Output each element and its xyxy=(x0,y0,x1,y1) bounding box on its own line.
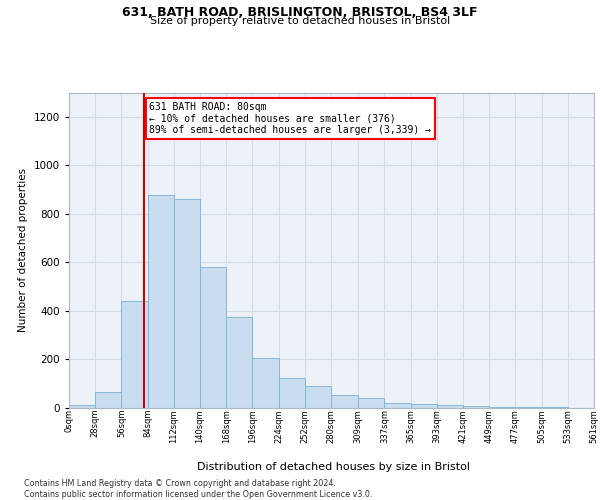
Y-axis label: Number of detached properties: Number of detached properties xyxy=(18,168,28,332)
Bar xyxy=(69,405,95,407)
Bar xyxy=(305,386,331,407)
Bar xyxy=(148,196,174,408)
Text: 631 BATH ROAD: 80sqm
← 10% of detached houses are smaller (376)
89% of semi-deta: 631 BATH ROAD: 80sqm ← 10% of detached h… xyxy=(149,102,431,136)
Bar xyxy=(121,301,148,408)
Bar xyxy=(200,267,226,408)
Text: Size of property relative to detached houses in Bristol: Size of property relative to detached ho… xyxy=(150,16,450,26)
Bar xyxy=(331,396,358,407)
Text: Contains HM Land Registry data © Crown copyright and database right 2024.: Contains HM Land Registry data © Crown c… xyxy=(24,479,336,488)
Bar xyxy=(437,405,463,407)
Bar xyxy=(174,199,200,408)
Bar xyxy=(410,404,437,407)
Text: Contains public sector information licensed under the Open Government Licence v3: Contains public sector information licen… xyxy=(24,490,373,499)
Bar xyxy=(358,398,385,407)
Bar xyxy=(95,392,121,407)
Bar xyxy=(278,378,305,408)
Bar xyxy=(253,358,278,408)
Bar xyxy=(489,407,515,408)
Text: Distribution of detached houses by size in Bristol: Distribution of detached houses by size … xyxy=(197,462,470,472)
Bar xyxy=(463,406,489,408)
Bar xyxy=(385,402,410,407)
Bar xyxy=(226,316,253,408)
Text: 631, BATH ROAD, BRISLINGTON, BRISTOL, BS4 3LF: 631, BATH ROAD, BRISLINGTON, BRISTOL, BS… xyxy=(122,6,478,19)
